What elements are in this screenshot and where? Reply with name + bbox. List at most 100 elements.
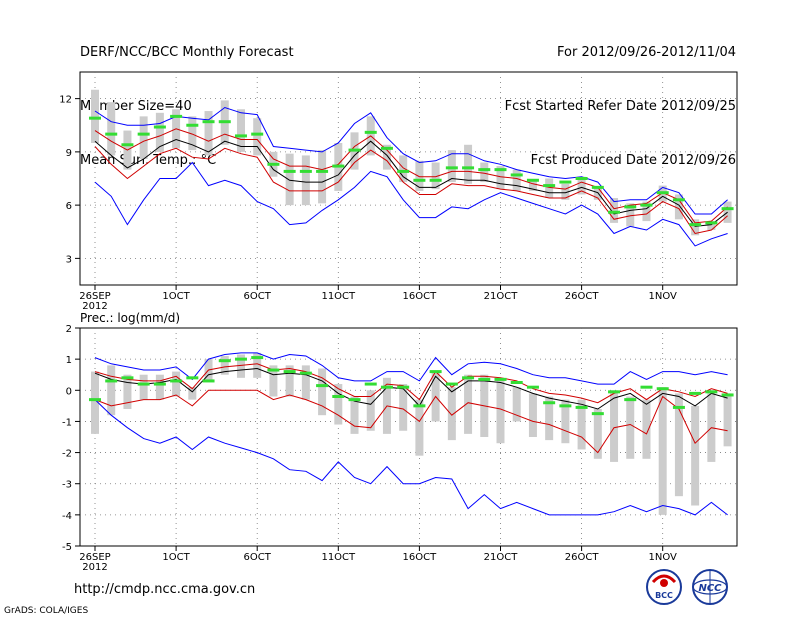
prec-member-range-bar xyxy=(593,408,602,459)
temp-xtick-label: 1OCT xyxy=(162,291,190,302)
ncc-logo: NCC xyxy=(692,569,728,605)
temp-upper-line xyxy=(94,128,728,224)
temp-xtick-label: 16OCT xyxy=(403,291,438,302)
prec-member-range-bar xyxy=(707,390,716,462)
prec-ytick-label: -3 xyxy=(62,480,72,491)
prec-ytick-label: -5 xyxy=(62,542,72,553)
source-url[interactable]: http://cmdp.ncc.cma.gov.cn xyxy=(74,582,256,597)
prec-ytick-label: -4 xyxy=(62,511,72,522)
prec-xtick-label: 26OCT xyxy=(565,552,600,563)
temp-xtick-label: 6OCT xyxy=(244,291,272,302)
prec-xtick-label: 6OCT xyxy=(244,552,272,563)
temp-member-range-bar xyxy=(204,111,213,156)
temp-member-range-bar xyxy=(399,155,408,183)
prec-member-range-bar xyxy=(301,365,310,400)
prec-member-range-bar xyxy=(269,365,278,397)
temp-member-range-bar xyxy=(301,155,310,206)
header-right: For 2012/09/26-2012/11/04 Fcst Started R… xyxy=(505,10,736,189)
temp-member-range-bar xyxy=(91,89,99,143)
temp-member-range-bar xyxy=(139,116,148,159)
temp-member-range-bar xyxy=(512,169,521,191)
prec-member-range-bar xyxy=(139,374,148,400)
prec-member-range-bar xyxy=(496,377,505,444)
prec-member-range-bar xyxy=(545,396,554,441)
temp-year-label: 2012 xyxy=(82,301,107,312)
prec-member-range-bar xyxy=(512,387,521,422)
temp-xtick-label: 1NOV xyxy=(649,291,678,302)
temp-member-range-bar xyxy=(285,153,294,206)
prec-member-range-bar xyxy=(172,371,181,397)
temp-member-range-bar xyxy=(447,150,456,183)
temp-xtick-label: 26OCT xyxy=(565,291,600,302)
prec-member-range-bar xyxy=(561,399,570,444)
prec-lower-line xyxy=(94,389,728,454)
prec-panel-title: Prec.: log(mm/d) xyxy=(80,311,180,325)
prec-mean-line xyxy=(94,367,728,410)
temp-member-range-bar xyxy=(431,162,440,190)
prec-member-range-bar xyxy=(107,365,116,416)
prec-frame xyxy=(79,327,738,547)
temp-ytick-label: 3 xyxy=(66,254,72,265)
temp-member-range-bar xyxy=(382,144,391,170)
prec-xtick-label: 11OCT xyxy=(321,552,356,563)
chart-title: DERF/NCC/BCC Monthly Forecast xyxy=(80,45,294,60)
prec-member-range-bar xyxy=(399,384,408,431)
prec-panel: Prec.: log(mm/d) -5 -4 -3 -2 -1 0 1 2 26SEP 1OCT 6O… xyxy=(62,311,738,573)
prec-member-range-bar xyxy=(236,354,245,378)
prec-member-range-bar xyxy=(691,405,700,506)
temp-member-range-bar xyxy=(626,203,635,227)
temp-min-line xyxy=(94,161,728,247)
prec-ytick-label: 1 xyxy=(66,355,72,366)
prec-member-range-bar xyxy=(642,399,651,459)
temp-ytick-label: 12 xyxy=(59,95,72,106)
grads-credit: GrADS: COLA/IGES xyxy=(4,606,89,616)
temp-member-range-bar xyxy=(545,178,554,199)
prec-member-range-bar xyxy=(658,387,667,515)
prec-member-range-bar xyxy=(318,368,327,416)
prec-xtick-label: 21OCT xyxy=(484,552,519,563)
temp-member-range-bar xyxy=(610,198,619,223)
temp-member-range-bar xyxy=(642,201,651,222)
temp-member-range-bar xyxy=(107,102,116,156)
prec-ytick-label: -1 xyxy=(62,417,72,428)
prec-upper-line xyxy=(94,363,728,404)
prec-member-range-bar xyxy=(415,399,424,456)
temp-frame xyxy=(79,71,738,286)
temp-member-range-bar xyxy=(691,219,700,236)
temp-mean-line xyxy=(94,138,728,227)
temp-panel: 3 6 9 12 26SEP 1OCT 6OCT 11OCT 16OCT 21OCT 26OCT 1N… xyxy=(59,71,738,312)
prec-member-range-bar xyxy=(285,365,294,397)
prec-member-range-bar xyxy=(464,374,473,434)
temp-member-range-bar xyxy=(707,221,716,230)
prec-member-range-bar xyxy=(577,399,586,450)
temp-max-line xyxy=(94,106,728,215)
prec-max-line xyxy=(94,352,728,385)
prec-member-range-bar xyxy=(91,371,99,434)
prec-member-range-bar xyxy=(366,390,375,431)
temp-xtick-label: 26SEP xyxy=(79,291,110,302)
temp-member-range-bar xyxy=(528,180,537,191)
prec-xtick-label: 16OCT xyxy=(403,552,438,563)
bcc-logo-text: BCC xyxy=(655,591,673,600)
prec-member-range-bar xyxy=(528,393,537,437)
temp-member-range-bar xyxy=(496,166,505,190)
prec-member-range-bar xyxy=(220,356,229,375)
temp-member-range-bar xyxy=(674,194,683,220)
prec-ytick-label: 2 xyxy=(66,324,72,335)
temp-member-range-bar xyxy=(593,187,602,200)
prec-year-label: 2012 xyxy=(82,562,107,573)
temp-member-range-bar xyxy=(318,150,327,204)
prec-xtick-label: 1NOV xyxy=(649,552,678,563)
prec-member-range-bar xyxy=(674,393,683,497)
prec-ytick-label: 0 xyxy=(66,386,72,397)
temp-member-range-bar xyxy=(415,160,424,191)
temp-xtick-label: 11OCT xyxy=(321,291,356,302)
temp-ytick-label: 9 xyxy=(66,148,72,159)
prec-member-range-bar xyxy=(253,352,262,378)
prec-member-range-bar xyxy=(626,396,635,459)
prec-member-range-bar xyxy=(723,393,732,447)
prec-member-range-bar xyxy=(334,384,343,425)
prec-xtick-label: 1OCT xyxy=(162,552,190,563)
temp-xtick-label: 21OCT xyxy=(484,291,519,302)
